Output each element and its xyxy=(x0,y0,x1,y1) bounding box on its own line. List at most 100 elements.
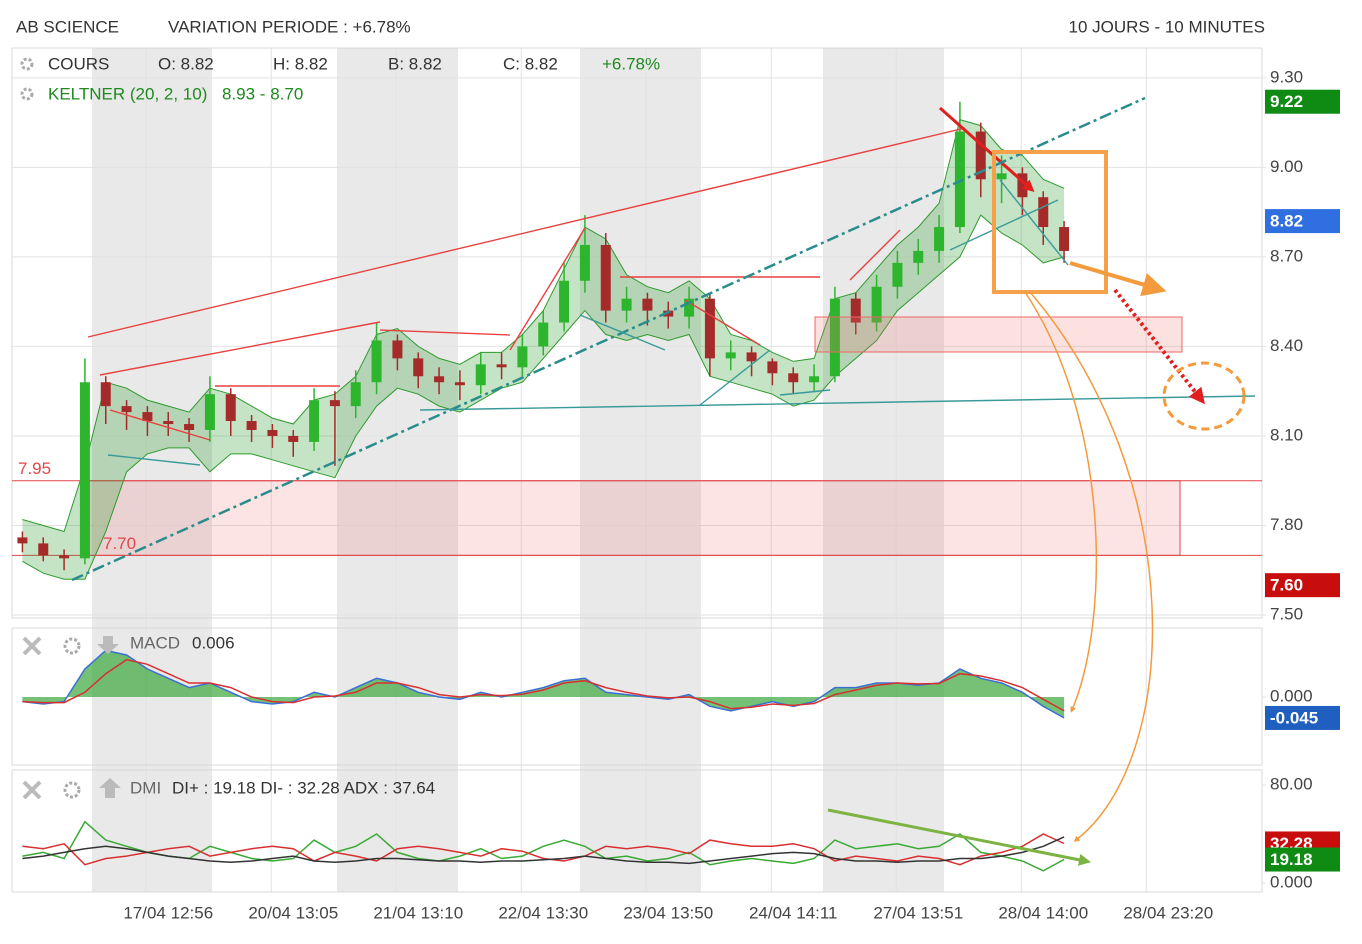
macd-panel: 0.000 -0.045 xyxy=(22,649,1340,730)
green-arrow xyxy=(827,808,1091,866)
x-tick-label: 23/04 13:50 xyxy=(623,903,713,922)
title: AB SCIENCE xyxy=(16,17,119,36)
x-tick-label: 24/04 14:11 xyxy=(749,903,838,922)
candle-body xyxy=(184,424,195,430)
candle-body xyxy=(288,435,299,442)
candle-body xyxy=(725,352,736,359)
candle-body xyxy=(225,394,236,422)
legend-open: O: 8.82 xyxy=(158,54,214,73)
x-tick-label: 21/04 13:10 xyxy=(373,903,463,922)
candle-body xyxy=(1038,197,1049,228)
close-icons[interactable] xyxy=(22,636,42,800)
period: 10 JOURS - 10 MINUTES xyxy=(1069,17,1266,36)
legend-close: C: 8.82 xyxy=(503,54,558,73)
candle-body xyxy=(767,361,778,374)
price-tag-label: 9.22 xyxy=(1270,92,1303,111)
legend-change: +6.78% xyxy=(602,54,660,73)
overlay-name: KELTNER (20, 2, 10) xyxy=(48,84,207,103)
orange-arrow xyxy=(1069,261,1167,297)
annotations xyxy=(71,96,1256,866)
candle-body xyxy=(954,131,965,228)
candle-body xyxy=(1059,227,1070,251)
price-tag xyxy=(1265,209,1340,234)
candle-body xyxy=(934,227,945,251)
candle-body xyxy=(59,555,70,559)
dmi-title: DMI xyxy=(130,778,161,797)
candle-body xyxy=(913,250,924,263)
session-shading xyxy=(92,48,944,892)
gear-icons[interactable] xyxy=(20,57,81,799)
series-line xyxy=(22,649,1065,719)
candle-body xyxy=(788,373,799,383)
series-line xyxy=(22,820,1065,872)
candle-body xyxy=(684,298,695,317)
target-circle xyxy=(1162,361,1246,431)
keltner-upper xyxy=(22,118,1065,533)
move-icons[interactable] xyxy=(97,636,121,798)
zone-label: 7.95 xyxy=(18,459,51,478)
candle-body xyxy=(579,244,590,281)
candle-body xyxy=(38,543,49,556)
histogram-area xyxy=(22,650,1065,718)
y-tick-label: 0.000 xyxy=(1270,873,1313,892)
series-line xyxy=(22,658,1065,712)
price-tag-label: 19.18 xyxy=(1270,850,1313,869)
x-tick-label: 28/04 14:00 xyxy=(998,903,1088,922)
price-tag-label: -0.045 xyxy=(1270,708,1318,727)
dmi-value: DI+ : 19.18 DI- : 32.28 ADX : 37.64 xyxy=(172,778,435,797)
candle-body xyxy=(246,421,257,430)
price-tag xyxy=(1265,705,1340,730)
price-tag-label: 7.60 xyxy=(1270,576,1303,595)
price-tag xyxy=(1265,573,1340,598)
target-arrow xyxy=(1113,288,1205,405)
candle-body xyxy=(642,298,653,311)
zone-box xyxy=(814,316,1183,353)
curve-arrow xyxy=(1029,291,1154,842)
candle-body xyxy=(663,310,674,317)
y-tick-label: 0.000 xyxy=(1270,686,1313,705)
keltner-lower xyxy=(22,214,1065,580)
candle-body xyxy=(996,173,1007,180)
overlay-value: 8.93 - 8.70 xyxy=(222,84,303,103)
price-panel: 9.30 9.00 8.70 8.40 8.10 7.80 7.50 7.95 7.70 9.22… xyxy=(12,67,1340,624)
vertical-grid xyxy=(145,48,1147,892)
candle-body xyxy=(163,421,174,425)
candle-body xyxy=(267,429,278,436)
focus-box xyxy=(992,150,1108,294)
candle-body xyxy=(496,364,507,368)
candle-body xyxy=(121,406,132,413)
candle-body xyxy=(329,400,340,407)
candle-body xyxy=(871,286,882,323)
legend-low: B: 8.82 xyxy=(388,54,442,73)
y-tick-label: 8.40 xyxy=(1270,336,1303,355)
candle-body xyxy=(829,298,840,377)
candle-body xyxy=(621,298,632,311)
y-tick-label: 9.00 xyxy=(1270,157,1303,176)
candle-body xyxy=(809,376,820,383)
candle-body xyxy=(413,358,424,377)
macd-value: 0.006 xyxy=(192,633,235,652)
candle-body xyxy=(538,322,549,347)
y-tick-label: 8.70 xyxy=(1270,246,1303,265)
teal-trendlines xyxy=(107,179,1256,466)
candle-body xyxy=(704,298,715,359)
candle-body xyxy=(434,376,445,383)
candle-body xyxy=(892,262,903,287)
candle-body xyxy=(371,340,382,383)
macd-title: MACD xyxy=(130,633,180,652)
candle-body xyxy=(309,400,320,442)
candle-body xyxy=(100,382,111,407)
x-tick-label: 27/04 13:51 xyxy=(873,903,963,922)
candle-body xyxy=(559,280,570,323)
legend-name: COURS xyxy=(48,54,109,73)
y-tick-label: 7.80 xyxy=(1270,515,1303,534)
candle-body xyxy=(350,382,361,407)
y-tick-label: 8.10 xyxy=(1270,425,1303,444)
candle-body xyxy=(475,364,486,386)
variation: VARIATION PERIODE : +6.78% xyxy=(168,17,411,36)
x-tick-label: 17/04 12:56 xyxy=(123,903,213,922)
candle-body xyxy=(975,131,986,180)
